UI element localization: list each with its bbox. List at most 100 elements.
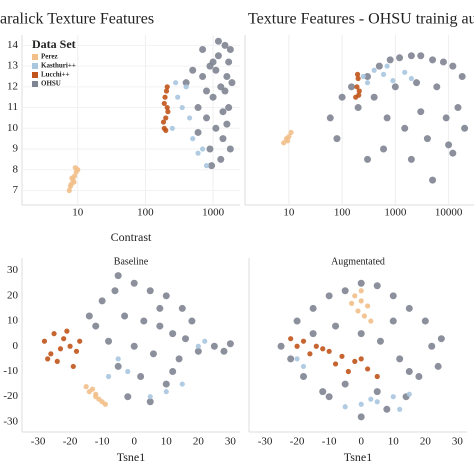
x-tick-label: 1000 — [202, 207, 225, 219]
point — [358, 401, 364, 407]
point — [347, 83, 355, 91]
point — [182, 335, 189, 343]
x-axis-label: Tsne1 — [344, 450, 373, 464]
point — [397, 406, 403, 412]
point — [98, 297, 106, 305]
point — [300, 363, 307, 370]
point — [345, 368, 351, 375]
point — [401, 124, 409, 132]
point — [64, 328, 70, 334]
x-tick-label: 30 — [452, 436, 464, 448]
x-tick-label: -10 — [322, 436, 337, 448]
x-tick-label: -20 — [63, 436, 78, 448]
point — [194, 104, 202, 112]
point — [341, 287, 349, 295]
y-tick-label: 7 — [13, 184, 19, 196]
point — [165, 109, 171, 115]
y-tick-label: 30 — [7, 264, 19, 276]
point — [219, 108, 227, 116]
point — [357, 330, 365, 338]
point — [182, 79, 190, 87]
legend-swatch — [32, 63, 38, 69]
point — [223, 72, 231, 80]
point — [358, 356, 364, 362]
point — [445, 141, 453, 149]
point — [137, 373, 145, 381]
point — [223, 120, 231, 128]
point — [357, 279, 365, 287]
y-tick-label: 12 — [7, 80, 18, 92]
point — [156, 322, 164, 330]
point — [365, 366, 371, 372]
point — [417, 52, 425, 60]
point — [111, 287, 119, 295]
point — [338, 93, 346, 101]
point — [149, 350, 157, 358]
point — [194, 347, 202, 355]
point — [325, 393, 333, 401]
point — [212, 124, 220, 132]
x-tick-label: -20 — [290, 436, 305, 448]
point — [163, 389, 169, 395]
point — [386, 56, 394, 64]
point — [93, 394, 99, 400]
point — [217, 155, 225, 163]
point — [285, 138, 291, 144]
y-tick-label: 14 — [7, 39, 19, 51]
point — [178, 304, 186, 312]
point — [102, 401, 108, 407]
point — [45, 356, 51, 362]
point — [355, 75, 361, 82]
point — [206, 145, 214, 153]
point — [162, 94, 168, 100]
legend-swatch — [32, 81, 38, 87]
point — [228, 79, 236, 87]
point — [140, 317, 148, 325]
point — [433, 83, 441, 91]
point — [219, 135, 227, 143]
point — [212, 66, 220, 74]
point — [458, 72, 466, 80]
point — [294, 343, 300, 349]
point — [208, 162, 216, 170]
point — [57, 346, 64, 352]
point — [92, 322, 100, 330]
point — [364, 72, 372, 80]
point — [195, 343, 201, 349]
point — [373, 282, 381, 290]
point — [390, 78, 396, 84]
y-tick-label: -10 — [3, 365, 18, 377]
point — [225, 58, 233, 66]
point — [75, 167, 81, 173]
point — [226, 340, 234, 348]
x-axis-label: Contrast — [111, 230, 152, 244]
point — [428, 342, 436, 350]
point — [307, 351, 313, 357]
point — [156, 304, 164, 312]
legend-swatch — [32, 72, 38, 78]
point — [439, 58, 447, 66]
point — [288, 129, 294, 136]
point — [339, 353, 345, 359]
point — [357, 413, 365, 421]
point — [368, 318, 374, 324]
y-tick-label: 10 — [7, 122, 19, 134]
point — [354, 71, 361, 77]
y-tick-label: -20 — [3, 390, 18, 402]
point — [354, 104, 362, 112]
point — [405, 304, 413, 312]
point — [454, 104, 462, 112]
panel-title: Augmentated — [331, 256, 385, 267]
point — [277, 342, 285, 350]
x-tick-label: 100 — [334, 207, 351, 219]
point — [48, 351, 54, 357]
point — [169, 330, 177, 338]
point — [175, 355, 183, 363]
point — [375, 62, 383, 70]
point — [356, 92, 362, 98]
point — [173, 80, 179, 86]
point — [163, 115, 169, 121]
point — [358, 288, 364, 294]
point — [355, 308, 361, 314]
